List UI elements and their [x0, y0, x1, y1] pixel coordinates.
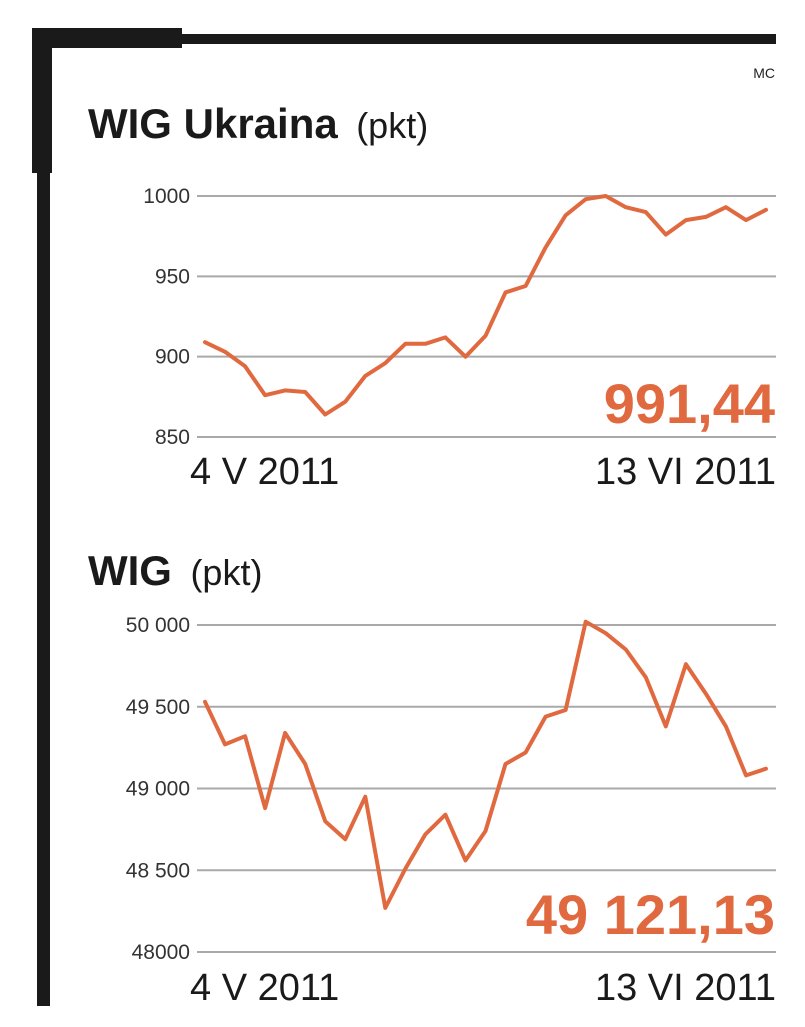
chart1-y-tick-label: 1000	[143, 185, 190, 208]
chart2-y-tick-label: 50 000	[126, 614, 190, 637]
chart2-unit: (pkt)	[190, 552, 262, 593]
chart1-y-tick-label: 900	[155, 346, 190, 369]
chart2-last-value: 49 121,13	[526, 883, 775, 946]
chart1-y-tick-label: 850	[155, 426, 190, 449]
frame-top-bar	[160, 34, 776, 44]
chart1-x-end-label: 13 VI 2011	[595, 451, 776, 493]
frame-corner-block	[32, 28, 182, 48]
chart2-y-tick-label: 49 500	[126, 696, 190, 719]
chart-wig-ukraina: WIG Ukraina (pkt) 1000 950 900 850 991,44 4…	[88, 100, 776, 493]
chart1-y-tick-label: 950	[155, 265, 190, 288]
credit-label: MC	[753, 65, 775, 81]
chart1-unit: (pkt)	[356, 105, 428, 146]
chart2-title-line: WIG (pkt)	[88, 547, 262, 594]
chart1-tick-labels: 1000 950 900 850	[143, 185, 190, 449]
chart1-title: WIG Ukraina	[88, 100, 338, 147]
frame-left-block	[32, 28, 52, 173]
frame-left-bar	[37, 160, 50, 1006]
chart2-gridlines	[197, 624, 776, 953]
chart2-series-line	[203, 619, 768, 910]
chart2-tick-labels: 50 000 49 500 49 000 48 500 48000	[126, 614, 190, 964]
chart2-y-tick-label: 49 000	[126, 778, 190, 801]
chart1-title-line: WIG Ukraina (pkt)	[88, 100, 428, 147]
chart1-series-line	[203, 194, 768, 417]
chart2-y-tick-label: 48 500	[126, 859, 190, 882]
chart2-y-tick-label: 48000	[132, 941, 190, 964]
chart1-last-value: 991,44	[604, 372, 775, 435]
chart1-gridlines	[197, 195, 776, 438]
chart2-x-start-label: 4 V 2011	[190, 967, 339, 1009]
chart2-title: WIG	[88, 547, 172, 594]
chart1-x-start-label: 4 V 2011	[190, 451, 339, 493]
chart2-x-end-label: 13 VI 2011	[595, 967, 776, 1009]
